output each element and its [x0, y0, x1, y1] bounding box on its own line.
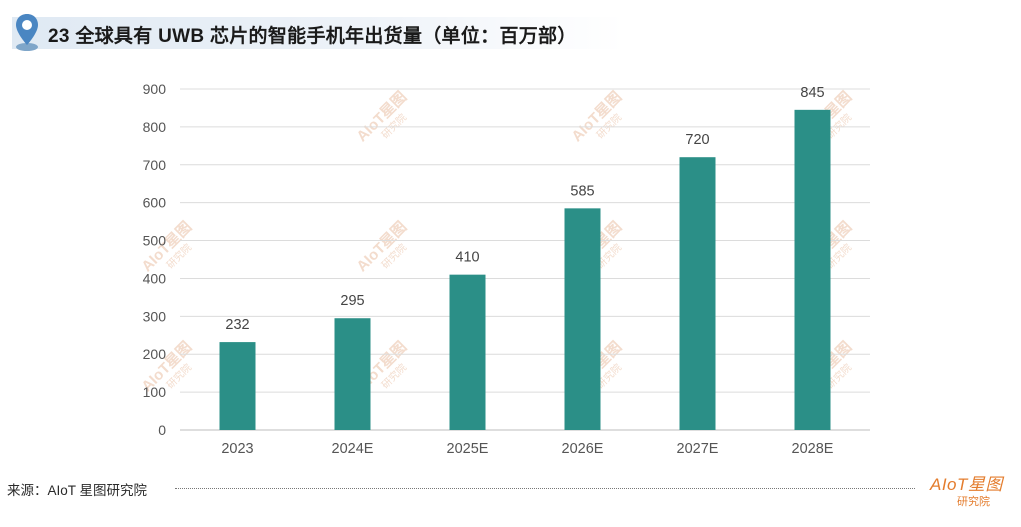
- chart-title: 23 全球具有 UWB 芯片的智能手机年出货量（单位：百万部）: [48, 26, 577, 47]
- value-label: 845: [800, 85, 824, 101]
- location-pin-icon: [16, 14, 38, 51]
- x-tick-label: 2023: [221, 441, 253, 457]
- bar: [794, 109, 831, 430]
- y-tick-label: 400: [143, 270, 167, 286]
- source-note: 来源：AIoT 星图研究院: [7, 483, 148, 498]
- logo-main-text: AIoT星图: [930, 475, 1003, 494]
- y-tick-label: 800: [143, 119, 167, 135]
- logo-sub-text: 研究院: [957, 496, 990, 508]
- value-label: 410: [455, 250, 479, 266]
- y-tick-label: 600: [143, 195, 167, 211]
- y-tick-label: 900: [143, 81, 167, 97]
- y-tick-label: 200: [143, 346, 167, 362]
- gridlines: [180, 88, 870, 431]
- bar: [449, 274, 486, 430]
- x-tick-label: 2026E: [562, 441, 604, 457]
- source-divider: [175, 488, 915, 489]
- labels: 900 800 700 600 500 400 300 200 100 0 232 2023 295 20…: [143, 81, 834, 457]
- y-tick-label: 300: [143, 308, 167, 324]
- bar: [679, 157, 716, 430]
- bar: [334, 318, 371, 430]
- y-tick-label: 700: [143, 157, 167, 173]
- x-tick-label: 2028E: [792, 441, 834, 457]
- bars: [219, 109, 831, 430]
- value-label: 720: [685, 132, 709, 148]
- x-tick-label: 2027E: [677, 441, 719, 457]
- brand-logo: AIoT星图 研究院: [930, 470, 1015, 510]
- y-tick-label: 0: [158, 422, 166, 438]
- value-label: 295: [340, 293, 364, 309]
- value-label: 585: [570, 183, 594, 199]
- y-tick-label: 500: [143, 233, 167, 249]
- value-label: 232: [225, 317, 249, 333]
- bar: [564, 208, 601, 430]
- title-banner: [12, 17, 624, 49]
- bar: [219, 342, 256, 430]
- x-tick-label: 2025E: [447, 441, 489, 457]
- x-tick-label: 2024E: [332, 441, 374, 457]
- y-tick-label: 100: [143, 384, 167, 400]
